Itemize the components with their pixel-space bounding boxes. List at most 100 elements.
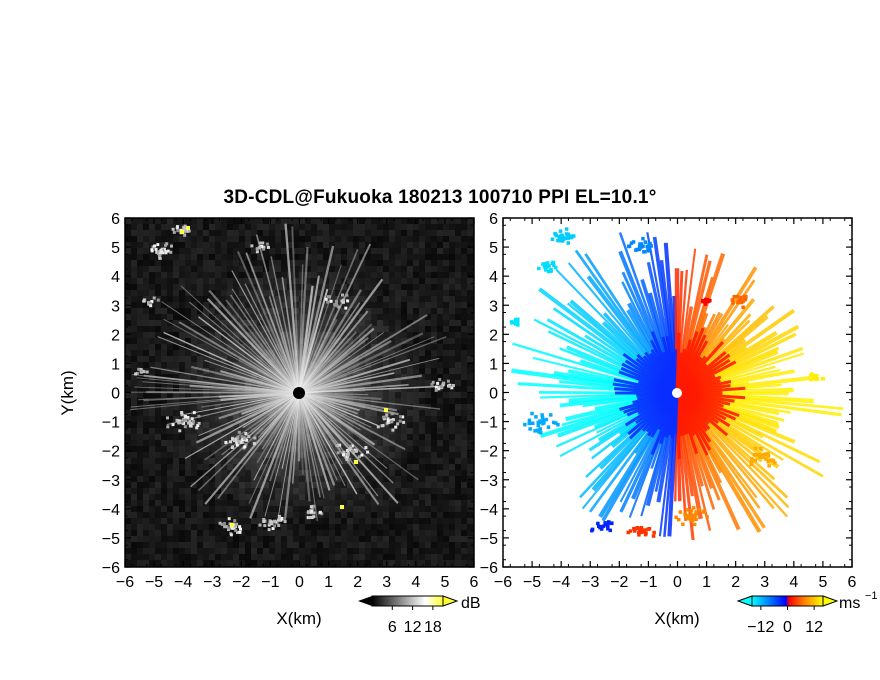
echo-pixel: [186, 415, 190, 419]
velocity-pixel: [539, 430, 543, 435]
noise-pixel: [401, 266, 407, 272]
noise-pixel: [149, 518, 155, 524]
noise-pixel: [131, 224, 137, 230]
noise-pixel: [437, 374, 443, 380]
noise-pixel: [377, 218, 383, 224]
noise-pixel: [395, 254, 401, 260]
noise-pixel: [257, 554, 263, 560]
noise-pixel: [419, 308, 425, 314]
noise-pixel: [359, 542, 365, 548]
noise-pixel: [383, 254, 389, 260]
noise-pixel: [167, 350, 173, 356]
noise-pixel: [143, 308, 149, 314]
noise-pixel: [329, 524, 335, 530]
noise-pixel: [431, 506, 437, 512]
noise-pixel: [455, 362, 461, 368]
noise-pixel: [131, 536, 137, 542]
noise-pixel: [467, 446, 473, 452]
noise-pixel: [215, 272, 221, 278]
noise-pixel: [197, 278, 203, 284]
noise-pixel: [161, 332, 167, 338]
reflectivity-colorbar: 6 12 18 dB: [358, 595, 481, 636]
noise-pixel: [281, 536, 287, 542]
noise-pixel: [155, 524, 161, 530]
noise-pixel: [293, 542, 299, 548]
noise-pixel: [419, 458, 425, 464]
noise-pixel: [131, 482, 137, 488]
noise-pixel: [149, 242, 155, 248]
noise-pixel: [443, 302, 449, 308]
noise-pixel: [347, 554, 353, 560]
noise-pixel: [221, 218, 227, 224]
noise-pixel: [149, 326, 155, 332]
noise-pixel: [137, 242, 143, 248]
noise-pixel: [245, 236, 251, 242]
echo-pixel: [166, 249, 170, 253]
noise-pixel: [395, 260, 401, 266]
noise-pixel: [407, 488, 413, 494]
echo-pixel: [399, 415, 403, 419]
noise-pixel: [401, 518, 407, 524]
noise-pixel: [155, 320, 161, 326]
echo-pixel: [263, 524, 267, 528]
noise-pixel: [263, 560, 269, 566]
noise-pixel: [149, 410, 155, 416]
noise-pixel: [455, 440, 461, 446]
x-tick-label: −3: [581, 574, 599, 591]
noise-pixel: [239, 242, 245, 248]
noise-pixel: [341, 530, 347, 536]
noise-pixel: [371, 518, 377, 524]
noise-pixel: [281, 560, 287, 566]
noise-pixel: [455, 464, 461, 470]
noise-pixel: [155, 488, 161, 494]
echo-pixel: [376, 425, 380, 429]
noise-pixel: [389, 260, 395, 266]
noise-pixel: [383, 290, 389, 296]
noise-pixel: [401, 296, 407, 302]
velocity-pixel: [762, 453, 766, 457]
velocity-pixel: [642, 530, 647, 534]
noise-pixel: [443, 428, 449, 434]
velocity-pixel: [694, 517, 698, 521]
noise-pixel: [419, 224, 425, 230]
noise-pixel: [197, 302, 203, 308]
noise-pixel: [443, 290, 449, 296]
noise-pixel: [245, 260, 251, 266]
noise-pixel: [371, 506, 377, 512]
velocity-pixel: [516, 323, 520, 327]
echo-pixel: [192, 419, 195, 423]
velocity-pixel: [766, 451, 770, 456]
noise-pixel: [425, 236, 431, 242]
noise-pixel: [347, 518, 353, 524]
echo-pixel: [347, 460, 351, 464]
noise-pixel: [467, 458, 473, 464]
echo-pixel: [222, 522, 226, 525]
echo-pixel: [262, 247, 266, 251]
noise-pixel: [149, 422, 155, 428]
noise-pixel: [335, 530, 341, 536]
noise-pixel: [275, 530, 281, 536]
noise-pixel: [437, 524, 443, 530]
y-tick-label: 0: [489, 386, 498, 403]
noise-pixel: [437, 530, 443, 536]
noise-pixel: [461, 386, 467, 392]
noise-pixel: [461, 338, 467, 344]
echo-pixel: [312, 515, 316, 519]
echo-pixel: [164, 251, 168, 255]
noise-pixel: [383, 524, 389, 530]
y-tick-label: 3: [489, 298, 498, 315]
noise-pixel: [197, 296, 203, 302]
noise-pixel: [425, 428, 431, 434]
noise-pixel: [401, 272, 407, 278]
x-tick-label: −5: [523, 574, 541, 591]
noise-pixel: [227, 536, 233, 542]
noise-pixel: [431, 392, 437, 398]
noise-pixel: [461, 218, 467, 224]
noise-pixel: [413, 290, 419, 296]
echo-pixel: [344, 306, 348, 310]
echo-pixel: [438, 378, 442, 381]
noise-pixel: [341, 548, 347, 554]
noise-pixel: [137, 272, 143, 278]
echo-pixel: [197, 414, 201, 418]
noise-pixel: [131, 542, 137, 548]
